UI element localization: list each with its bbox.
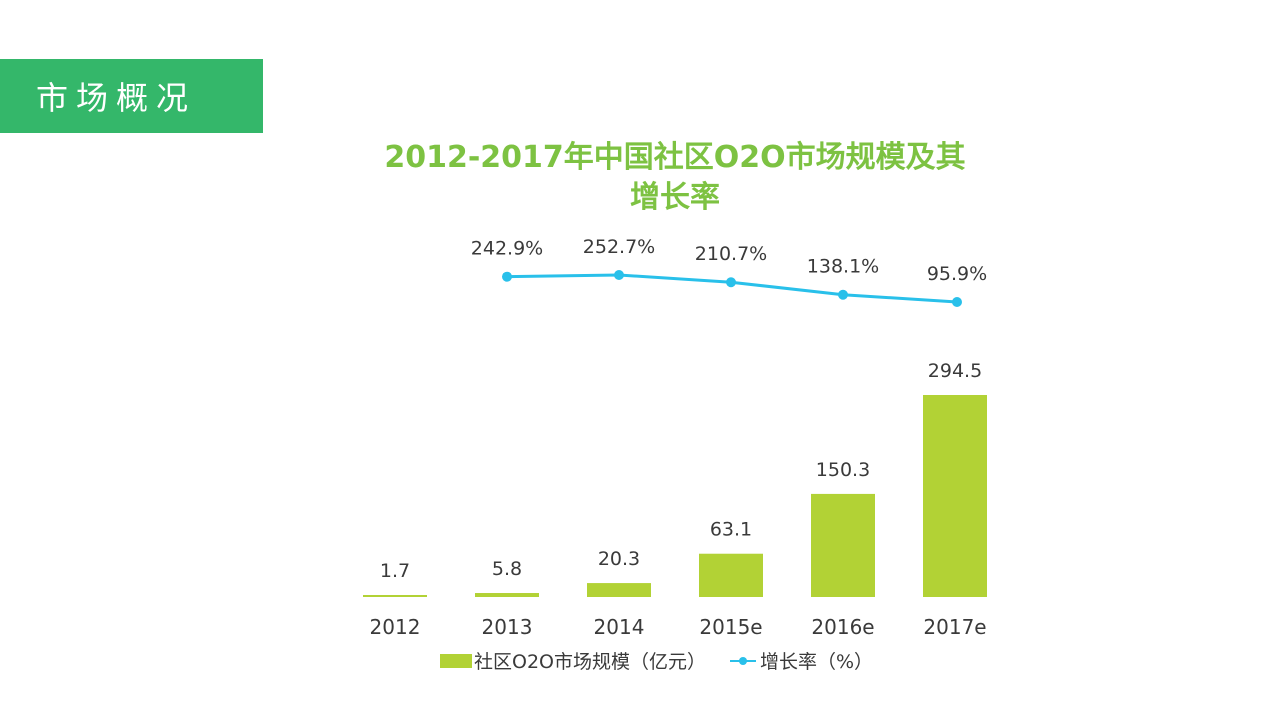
chart-title: 2012-2017年中国社区O2O市场规模及其 增长率 (330, 138, 1020, 218)
bar-value-label: 63.1 (710, 519, 752, 541)
bar-value-label: 1.7 (380, 560, 410, 582)
growth-rate-point-2015e (726, 277, 736, 288)
bar-2017e (923, 395, 987, 597)
chart-title-line-1: 2012-2017年中国社区O2O市场规模及其 (384, 140, 966, 175)
x-tick-label: 2017e (923, 615, 986, 639)
growth-rate-point-2017e (952, 297, 962, 307)
bar-value-label: 294.5 (928, 360, 982, 382)
growth-rate-label: 210.7% (695, 243, 767, 265)
section-label: 市场概况 (36, 79, 197, 117)
x-tick-label: 2013 (482, 615, 533, 639)
bar-2014 (587, 583, 651, 597)
legend-bar-swatch (440, 653, 472, 668)
legend-label-market-size: 社区O2O市场规模（亿元） (474, 651, 706, 673)
legend-line-swatch (730, 654, 756, 668)
x-tick-label: 2014 (594, 615, 645, 639)
growth-rate-point-2016e (838, 289, 848, 300)
bar-2012 (363, 595, 427, 597)
legend-item-market-size: 社区O2O市场规模（亿元） (440, 647, 706, 674)
growth-rate-label: 95.9% (927, 263, 987, 285)
growth-rate-point-2013 (502, 271, 512, 282)
bar-value-label: 150.3 (816, 459, 870, 481)
x-tick-label: 2015e (699, 615, 762, 639)
x-tick-label: 2012 (370, 615, 421, 639)
growth-rate-label: 242.9% (471, 238, 543, 260)
section-banner: 市场概况 (0, 59, 263, 133)
legend-item-growth-rate: 增长率（%） (730, 647, 873, 674)
bar-value-label: 5.8 (492, 558, 522, 580)
chart-legend: 社区O2O市场规模（亿元） 增长率（%） (440, 647, 897, 674)
legend-label-growth-rate: 增长率（%） (760, 651, 874, 673)
bar-2015e (699, 553, 763, 597)
growth-rate-label: 138.1% (807, 256, 879, 278)
bar-value-label: 20.3 (598, 548, 640, 570)
bar-2013 (475, 593, 539, 597)
chart-title-line-2: 增长率 (630, 180, 720, 215)
growth-rate-label: 252.7% (583, 236, 655, 258)
x-tick-label: 2016e (811, 615, 874, 639)
growth-rate-point-2014 (614, 270, 624, 280)
bar-2016e (811, 493, 875, 597)
